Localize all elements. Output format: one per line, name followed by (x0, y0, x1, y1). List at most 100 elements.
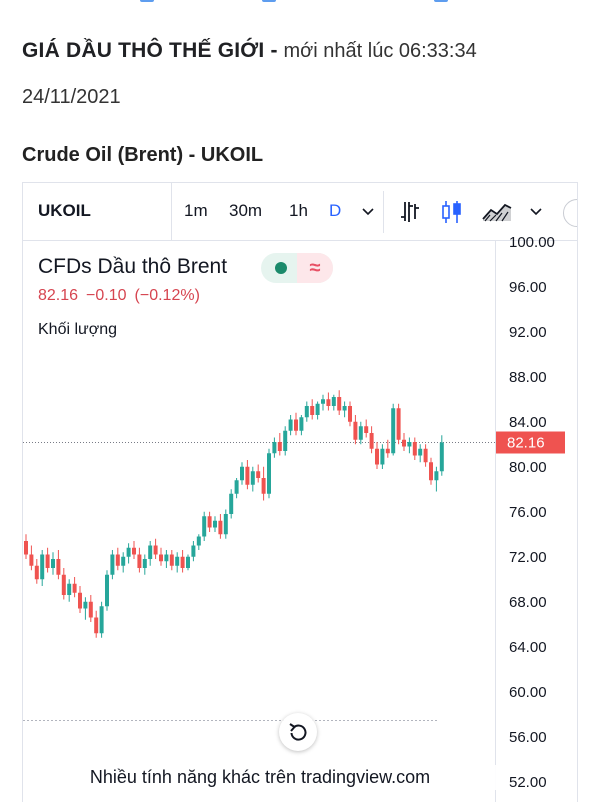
candle-body (261, 478, 266, 494)
price-axis-tick-label: 64.00 (509, 639, 547, 656)
candle-body (94, 617, 99, 634)
legend-status-badge: ≈ (261, 253, 333, 283)
price-axis-tick-label: 80.00 (509, 459, 547, 476)
candle (121, 552, 126, 573)
candle (240, 462, 244, 485)
candle (342, 401, 347, 418)
candle-body (142, 559, 147, 568)
candle-body (369, 433, 374, 449)
candle-body (153, 545, 158, 555)
candle (29, 545, 34, 571)
candle (294, 412, 298, 436)
interval-1h-button[interactable]: 1h (289, 201, 308, 220)
candle-body (213, 520, 217, 528)
symbol-search-button[interactable]: UKOIL (23, 183, 172, 240)
candle-body (218, 520, 223, 535)
candle (115, 547, 120, 571)
candle (385, 439, 390, 458)
interval-1m-button[interactable]: 1m (184, 201, 208, 220)
candle-body (304, 406, 309, 418)
candle (78, 586, 82, 613)
candle (191, 541, 196, 562)
tradingview-promo-link[interactable]: Nhiều tính năng khác trên tradingview.co… (23, 765, 497, 790)
candle-body (229, 493, 234, 514)
chevron-down-icon[interactable] (529, 199, 543, 223)
price-axis-tick-label: 88.00 (509, 369, 547, 386)
candle-body (169, 554, 174, 566)
candle-body (402, 439, 406, 447)
candle (250, 466, 255, 492)
chevron-down-icon[interactable] (361, 199, 375, 223)
candle-body (277, 442, 282, 451)
candle-body (240, 466, 244, 481)
candle (61, 568, 66, 600)
candle (229, 489, 234, 519)
candle-body (132, 547, 136, 555)
candle-body (207, 516, 212, 528)
candle-body (202, 516, 207, 537)
candle (67, 579, 72, 602)
candle (261, 466, 266, 501)
candle-body (61, 574, 66, 595)
candle (34, 559, 39, 584)
candle (56, 550, 61, 580)
candle (234, 478, 239, 499)
candle (364, 419, 369, 438)
bar-chart-icon[interactable] (397, 199, 423, 225)
candle (272, 437, 277, 458)
candle-body (24, 541, 28, 555)
candle (186, 554, 190, 571)
symbol-title: Crude Oil (Brent) - UKOIL (22, 144, 264, 166)
candle-body (283, 430, 288, 451)
interval-30m-button[interactable]: 30m (229, 201, 263, 220)
candlestick-icon[interactable] (439, 199, 465, 225)
chart-toolbar: UKOIL 1m 30m 1h D (23, 183, 577, 241)
candle (288, 415, 293, 436)
toolbar-symbol: UKOIL (38, 201, 91, 220)
price-axis-tick-label: 68.00 (509, 594, 547, 611)
candle-body (294, 419, 298, 431)
candle-body (418, 448, 423, 456)
area-chart-icon[interactable] (481, 199, 513, 225)
legend-change-percent: (−0.12%) (134, 287, 200, 304)
tradingview-widget: UKOIL 1m 30m 1h D 100.00 96.00 92.00 88.00 8 (22, 182, 578, 802)
candle (126, 543, 131, 564)
candle (315, 401, 320, 420)
candle-body (331, 397, 336, 406)
candle-body (391, 408, 396, 454)
candle-body (29, 554, 34, 566)
candle (99, 601, 104, 638)
candle-body (288, 419, 293, 431)
candle (256, 464, 261, 483)
candle-body (358, 426, 363, 440)
delayed-data-icon: ≈ (297, 253, 333, 283)
price-axis-tick-label: 96.00 (509, 279, 547, 296)
candle (72, 577, 77, 598)
candle (218, 514, 223, 539)
candle (283, 426, 288, 456)
candle (207, 511, 212, 532)
interval-d-button[interactable]: D (329, 201, 342, 220)
reset-chart-button[interactable] (279, 713, 317, 751)
candle-body (196, 536, 201, 546)
candle-body (180, 556, 185, 568)
price-chart[interactable]: 100.00 96.00 92.00 88.00 84.00 80.00 76.00 72.0… (23, 183, 578, 802)
candle-body (245, 466, 250, 485)
candle (213, 516, 217, 532)
last-price-tag: 82.16 (496, 431, 565, 454)
candle-body (72, 583, 77, 593)
candle-body (326, 399, 331, 406)
candle-body (315, 403, 320, 415)
candle-body (250, 471, 255, 485)
candle-body (407, 442, 412, 447)
price-axis: 100.00 96.00 92.00 88.00 84.00 80.00 76.00 72.0… (509, 234, 555, 791)
candle (137, 547, 142, 573)
candle (299, 415, 304, 436)
candle (196, 534, 201, 550)
price-axis-tick-label: 52.00 (509, 774, 547, 791)
candle (175, 552, 180, 573)
candle-body (137, 554, 142, 568)
candle (434, 466, 439, 492)
candle-body (56, 559, 61, 575)
candle (24, 534, 28, 559)
